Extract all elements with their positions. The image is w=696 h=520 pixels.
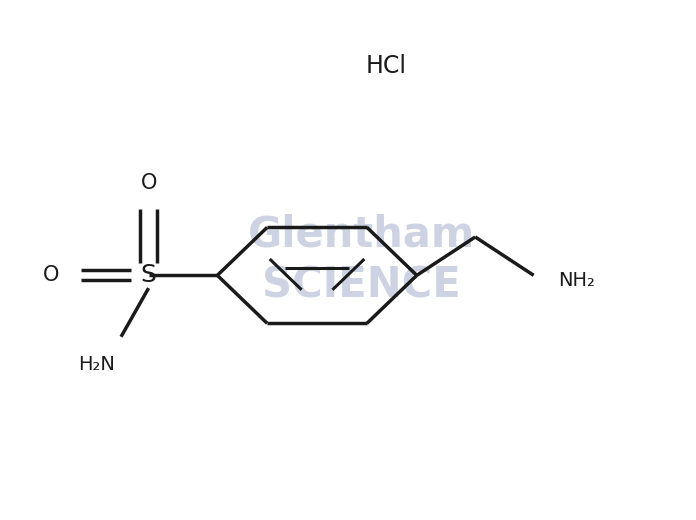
Text: HCl: HCl — [365, 54, 406, 77]
Text: S: S — [141, 263, 157, 288]
Text: H₂N: H₂N — [79, 355, 116, 374]
Text: Glentham
SCIENCE: Glentham SCIENCE — [248, 213, 475, 307]
Text: O: O — [141, 173, 157, 193]
Text: NH₂: NH₂ — [557, 271, 594, 290]
Text: O: O — [42, 265, 59, 285]
